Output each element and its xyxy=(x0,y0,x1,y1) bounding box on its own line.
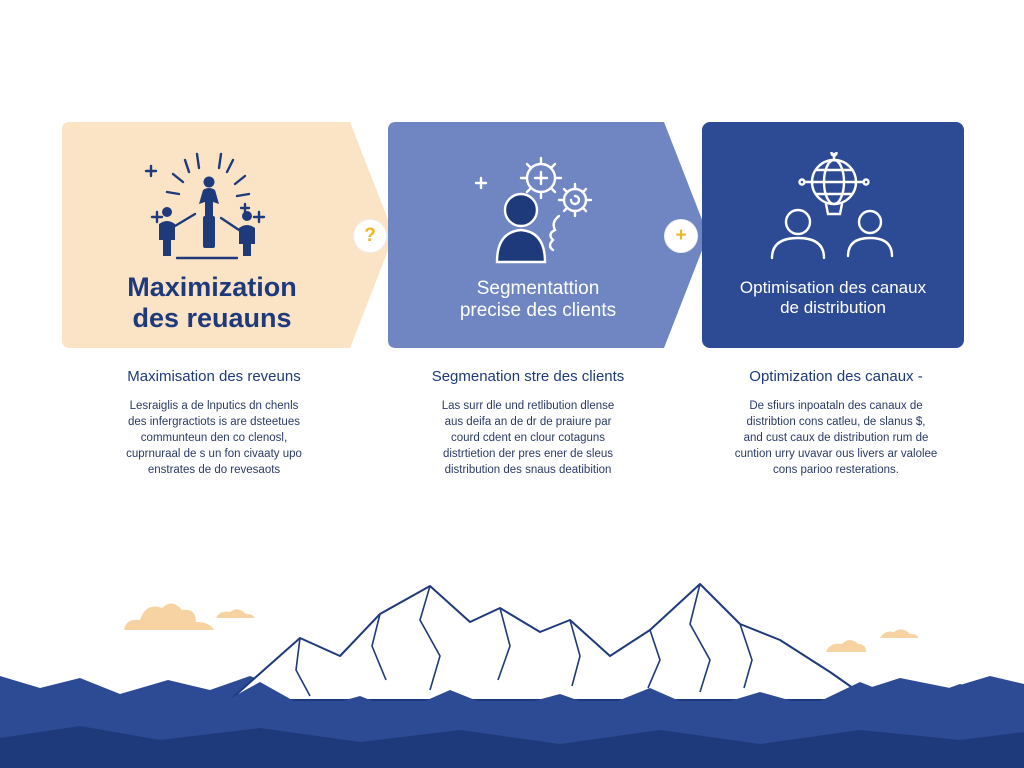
card-shape xyxy=(702,122,964,348)
description-line: distribtion cons catleu, de slanus $, xyxy=(746,416,926,428)
globe-network-people-icon xyxy=(702,152,964,262)
mountain-foreground xyxy=(0,726,1024,768)
card-title-line2: de distribution xyxy=(780,297,886,317)
card-title: Maximization des reuauns xyxy=(62,272,362,334)
snowy-peaks xyxy=(229,583,871,701)
card-title: Segmentattion precise des clients xyxy=(388,278,688,322)
card-title-line2: precise des clients xyxy=(459,299,617,321)
description-optimisation: De sfiurs inpoataln des canaux de distri… xyxy=(711,398,961,478)
sub-title-maximization: Maximisation des reveuns xyxy=(127,368,301,385)
celebration-people-icon xyxy=(62,152,352,262)
description-line: aus deifa an de dr de praiure par xyxy=(444,416,612,428)
description-segmentation: Las surr dle und retlibution dlense aus … xyxy=(403,398,653,478)
mountain-landscape xyxy=(0,583,1024,768)
card-title-line1: Maximization xyxy=(127,272,297,302)
description-line: communteun den co clenosl, xyxy=(140,432,288,444)
card-title-line1: Segmentattion xyxy=(476,278,600,299)
card-title-line1: Optimisation des canaux xyxy=(739,278,927,297)
question-connector-icon: ? xyxy=(354,220,386,252)
description-line: cuprnuraal de s un fon civaaty upo xyxy=(126,448,302,460)
description-line: enstrates de do revesaots xyxy=(147,464,281,476)
card-title-line2: des reuauns xyxy=(132,303,292,334)
card-shape xyxy=(388,122,708,348)
description-line: Las surr dle und retlibution dlense xyxy=(441,400,615,412)
description-line: cons parioo resterations. xyxy=(773,464,899,476)
description-maximization: Lesraiglis a de lnputics dn chenls des i… xyxy=(89,398,339,478)
description-line: and cust caux de distribution rum de xyxy=(743,432,929,444)
peak-ridgelines xyxy=(295,583,753,697)
description-line: courd cdent en clour cotaguns xyxy=(450,432,606,444)
description-line: Lesraiglis a de lnputics dn chenls xyxy=(129,400,299,412)
description-line: des infergractiots is are dsteetues xyxy=(128,416,300,428)
description-line: cuntion urry uvavar ous livers ar valole… xyxy=(734,448,938,460)
step-card-optimisation: Optimisation des canaux de distribution xyxy=(702,122,964,348)
person-gears-icon xyxy=(388,152,688,264)
sub-title-optimisation: Optimization des canaux - xyxy=(749,368,923,385)
description-line: De sfiurs inpoataln des canaux de xyxy=(749,400,923,412)
description-line: distrtietion der pres ener de sleus xyxy=(442,448,614,460)
sub-title-segmentation: Segmenation stre des clients xyxy=(431,368,625,385)
plus-connector-icon: + xyxy=(665,220,697,252)
step-card-segmentation: Segmentattion precise des clients xyxy=(388,122,708,348)
card-title: Optimisation des canaux de distribution xyxy=(702,278,964,317)
step-card-maximization: Maximization des reuauns xyxy=(62,122,394,348)
cloud-icon xyxy=(124,603,918,652)
description-line: distribution des snaus deatibition xyxy=(444,464,612,476)
card-shape xyxy=(62,122,394,348)
